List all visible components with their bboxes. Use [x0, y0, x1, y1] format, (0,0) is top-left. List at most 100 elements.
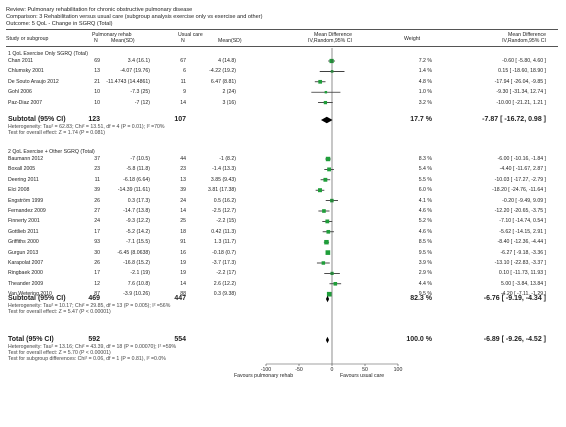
uc-n: 25: [180, 218, 186, 225]
uc-n: 19: [180, 260, 186, 266]
study-ci: -12.20 [ -20.65, -3.75 ]: [494, 208, 546, 214]
study-weight: 2.9 %: [418, 270, 432, 277]
col-pulmonary-rehab: Pulmonary rehab: [92, 32, 132, 38]
subtotal-pr-n: 123: [88, 116, 100, 123]
study-weight: 8.3 %: [418, 156, 432, 162]
study-ci: -5.62 [ -14.15, 2.91 ]: [499, 228, 546, 235]
weight-square: [326, 291, 332, 297]
study-weight: 5.2 %: [418, 218, 432, 225]
col-weight: Weight: [404, 36, 421, 42]
col-md-method: IV,Random,95% CI: [308, 38, 352, 44]
study-weight: 6.0 %: [418, 187, 432, 194]
x-tick-label: 50: [362, 366, 368, 373]
study-ci: -0.20 [ -9.49, 9.09 ]: [502, 197, 546, 204]
subgroup-title: 2 QoL Exercise + Other SGRQ (Total): [8, 149, 95, 155]
study-weight: 4.4 %: [418, 280, 432, 287]
pr-meansd: -5.2 (14.2): [126, 228, 150, 235]
pr-meansd: -14.7 (13.8): [123, 208, 150, 214]
favours-left-label: Favours pulmonary rehab: [234, 373, 294, 379]
subtotal-uc-n: 107: [174, 116, 186, 123]
pr-n: 12: [94, 280, 100, 287]
uc-meansd: -2.2 (17): [216, 270, 236, 277]
weight-square: [323, 100, 328, 105]
pr-n: 26: [94, 197, 100, 204]
pr-n: 17: [94, 270, 100, 277]
uc-meansd: -2.5 (12.7): [212, 208, 236, 214]
weight-square: [322, 209, 326, 213]
pr-meansd: 0.3 (17.3): [127, 197, 150, 204]
study-name: Finnerty 2001: [8, 218, 40, 225]
study-name: Fernandez 2009: [8, 208, 46, 214]
col-uc-meansd: Mean(SD): [218, 38, 242, 44]
total-pr-n: 592: [88, 336, 100, 343]
overall-effect-text: Test for overall effect: Z = 1.74 (P = 0…: [8, 130, 105, 136]
pr-meansd: -7.1 (15.5): [126, 239, 150, 246]
study-ci: 5.00 [ -3.84, 13.84 ]: [501, 280, 546, 287]
study-weight: 5.5 %: [418, 176, 432, 183]
study-name: Baumann 2012: [8, 156, 44, 162]
uc-n: 23: [180, 166, 186, 173]
uc-meansd: -1.4 (13.3): [212, 166, 236, 173]
study-ci: 0.15 [ -18.60, 18.90 ]: [498, 68, 546, 75]
study-ci: -4.40 [ -11.67, 2.87 ]: [499, 166, 546, 173]
pr-meansd: -11.4743 (14.4861): [106, 78, 150, 85]
pr-n: 21: [94, 78, 100, 85]
col-mean-difference-2: Mean Difference: [508, 32, 546, 38]
pr-n: 10: [94, 99, 100, 106]
uc-meansd: -2.2 (15): [216, 218, 236, 225]
pr-n: 26: [94, 260, 100, 266]
weight-square: [324, 239, 329, 245]
pr-meansd: -4.07 (19.76): [120, 68, 150, 75]
study-ci: -13.10 [ -22.83, -3.37 ]: [494, 260, 546, 266]
pr-n: 27: [94, 208, 100, 214]
uc-meansd: -3.7 (17.3): [212, 260, 236, 266]
pr-n: 11: [94, 176, 100, 183]
pr-n: 13: [94, 68, 100, 75]
study-weight: 5.4 %: [418, 166, 432, 173]
subtotal-diamond: [320, 116, 333, 124]
uc-meansd: 0.5 (16.2): [213, 197, 236, 204]
subtotal-label: Subtotal (95% CI): [8, 116, 66, 123]
study-weight: 1.0 %: [418, 89, 432, 96]
uc-meansd: 0.42 (11.3): [211, 228, 236, 235]
subtotal-ci: -7.87 [ -16.72, 0.98 ]: [482, 116, 546, 123]
pr-n: 17: [94, 228, 100, 235]
pr-n: 30: [94, 249, 100, 256]
study-weight: 7.2 %: [418, 58, 432, 64]
weight-square: [318, 79, 323, 84]
pr-n: 87: [94, 291, 100, 298]
pr-meansd: -14.39 (11.61): [117, 187, 150, 194]
study-name: Gohl 2006: [8, 89, 32, 96]
pr-meansd: -7.3 (25): [130, 89, 150, 96]
pr-n: 24: [94, 218, 100, 225]
study-name: Engström 1999: [8, 197, 44, 204]
total-overall-effect-text: Test for overall effect: Z = 5.70 (P < 0…: [8, 350, 111, 356]
header-top-rule: [6, 29, 558, 30]
study-weight: 1.4 %: [418, 68, 432, 75]
pr-meansd: -9.3 (12.2): [126, 218, 150, 225]
overall-effect-text: Test for overall effect: Z = 5.47 (P < 0…: [8, 309, 111, 315]
weight-square: [321, 261, 326, 265]
study-ci: -0.60 [ -5.80, 4.60 ]: [502, 58, 546, 64]
study-name: Elci 2008: [8, 187, 30, 194]
col-mean-difference: Mean Difference: [314, 32, 352, 38]
study-weight: 9.5 %: [418, 249, 432, 256]
favours-right-label: Favours usual care: [340, 373, 385, 379]
subtotal-pr-n: 469: [88, 295, 100, 302]
col-study: Study or subgroup: [6, 36, 49, 42]
subtotal-label: Subtotal (95% CI): [8, 295, 66, 302]
heterogeneity-text: Heterogeneity: Tau² = 62.83; Chi² = 13.5…: [8, 124, 165, 130]
x-tick-label: 0: [330, 366, 334, 373]
pr-n: 69: [94, 58, 100, 64]
uc-n: 91: [180, 239, 186, 246]
uc-meansd: -0.18 (0.7): [212, 249, 236, 256]
x-tick-label: -100: [260, 366, 272, 373]
study-name: De Souto Araujo 2012: [8, 78, 59, 85]
pr-meansd: -16.8 (15.2): [123, 260, 150, 266]
uc-n: 44: [180, 156, 186, 162]
study-name: Karapolat 2007: [8, 260, 44, 266]
uc-n: 16: [180, 249, 186, 256]
uc-n: 18: [180, 228, 186, 235]
study-weight: 4.6 %: [418, 228, 432, 235]
